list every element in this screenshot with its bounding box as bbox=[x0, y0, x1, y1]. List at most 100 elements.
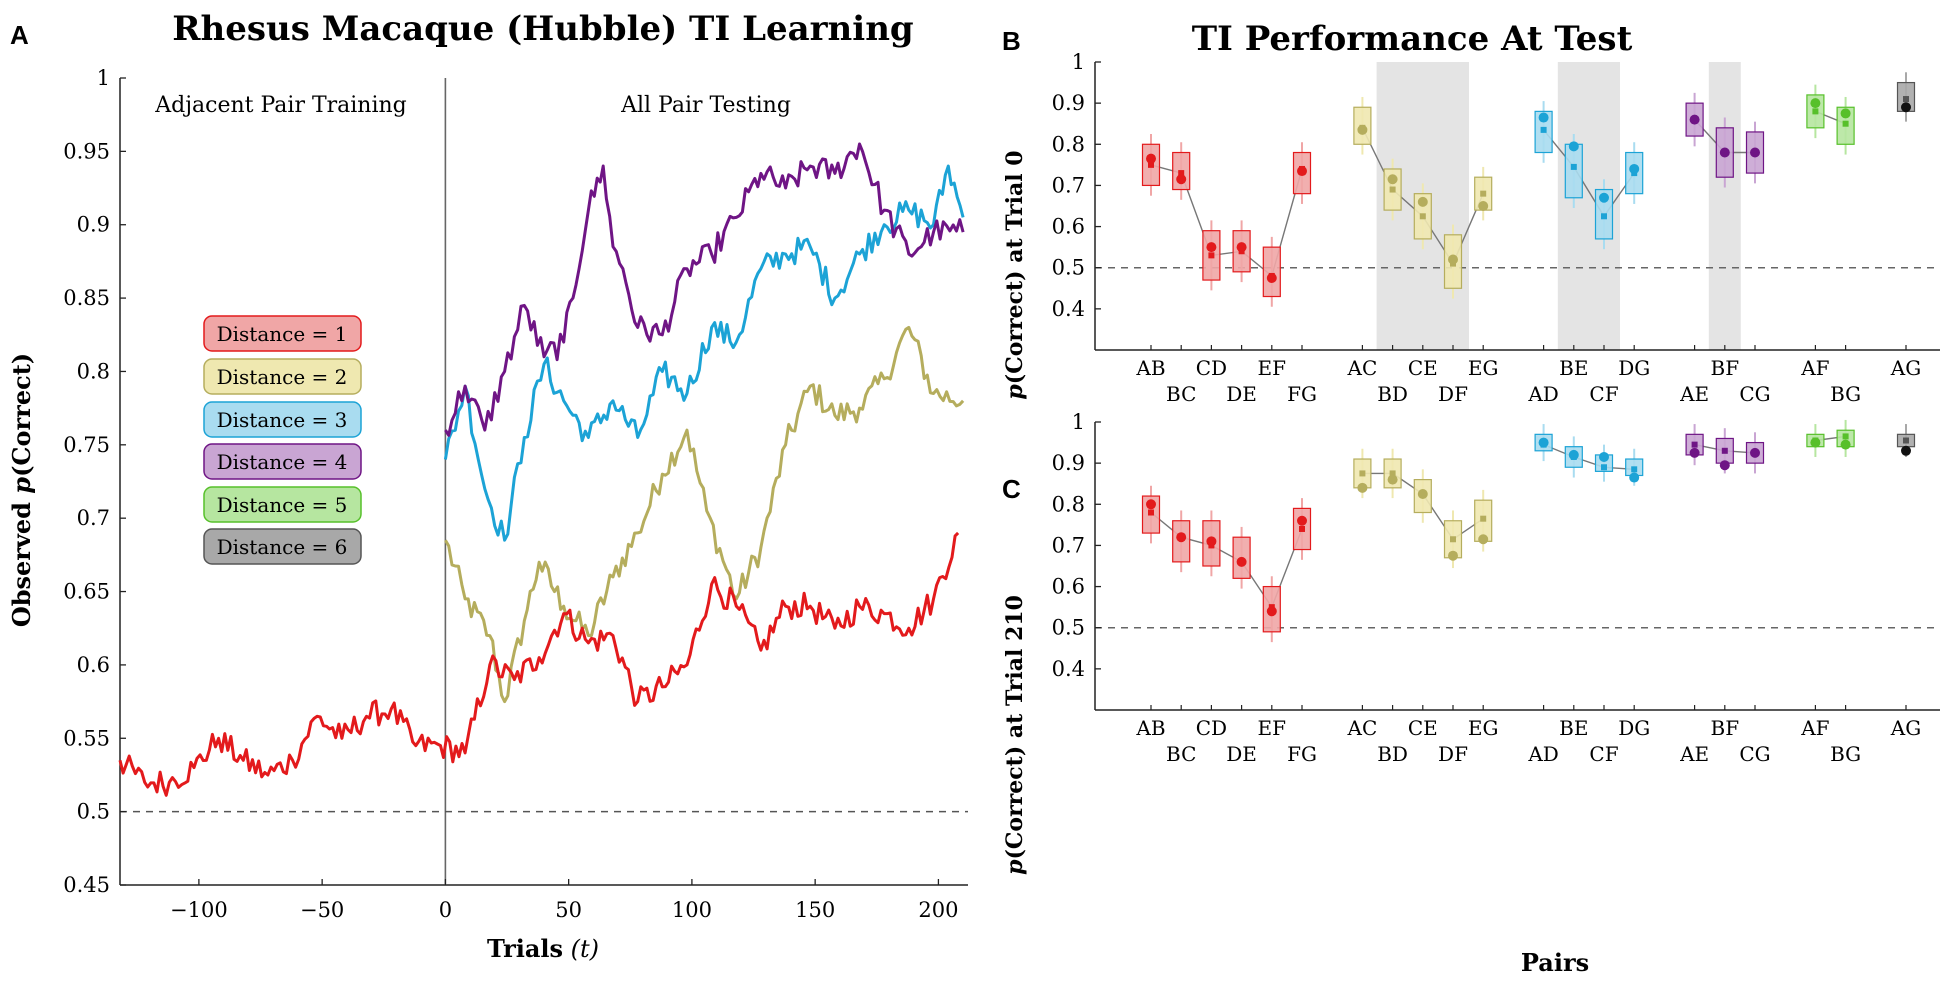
box-ag bbox=[1896, 72, 1916, 122]
panel-b-ylabel: p(Correct) at Trial 0 bbox=[1002, 150, 1028, 399]
x-tick-label: BF bbox=[1711, 716, 1740, 740]
legend-item-d5: Distance = 5 bbox=[203, 486, 362, 523]
x-tick-label: DG bbox=[1618, 356, 1650, 380]
box-ac bbox=[1353, 448, 1372, 499]
x-tick-label: −100 bbox=[170, 898, 228, 922]
y-tick-label: 0.8 bbox=[1052, 132, 1085, 156]
box-be bbox=[1564, 134, 1583, 209]
legend: Distance = 1 Distance = 2 Distance = 3 D… bbox=[203, 315, 362, 565]
x-tick-label: 200 bbox=[918, 898, 958, 922]
x-tick-label: CF bbox=[1589, 742, 1618, 766]
median-marker bbox=[1419, 213, 1426, 220]
observed-point bbox=[1750, 447, 1760, 458]
median-marker bbox=[1903, 96, 1909, 103]
legend-label: Distance = 6 bbox=[217, 535, 348, 559]
observed-point bbox=[1448, 550, 1458, 561]
box-ef bbox=[1262, 576, 1281, 643]
x-tick-label: BC bbox=[1166, 742, 1196, 766]
legend-item-d4: Distance = 4 bbox=[203, 443, 362, 480]
x-tick-label: BE bbox=[1559, 716, 1588, 740]
panel-b: B TI Performance At Test 0.4 0.5 0.6 0.7 0.8… bbox=[1002, 19, 1940, 406]
x-tick-label: FG bbox=[1287, 742, 1317, 766]
median-marker bbox=[1631, 466, 1638, 473]
y-tick-label: 0.5 bbox=[1052, 616, 1085, 640]
observed-point bbox=[1176, 174, 1187, 185]
box-ce bbox=[1413, 469, 1432, 523]
y-tick-label: 0.4 bbox=[1052, 297, 1085, 321]
y-tick-label: 0.7 bbox=[1052, 533, 1085, 557]
legend-swatch bbox=[203, 443, 362, 480]
x-tick-label: EF bbox=[1258, 356, 1287, 380]
observed-point bbox=[1810, 437, 1821, 448]
median-marker bbox=[1389, 186, 1396, 193]
y-tick-label: 0.55 bbox=[63, 726, 110, 750]
y-tick-label: 0.6 bbox=[1052, 215, 1085, 239]
phase-label-training: Adjacent Pair Training bbox=[154, 93, 407, 118]
panel-b-boxes bbox=[1141, 72, 1916, 307]
y-tick-label: 0.5 bbox=[77, 800, 110, 824]
panel-a-plot-area bbox=[119, 78, 968, 886]
observed-point bbox=[1297, 515, 1307, 526]
x-tick-label: 150 bbox=[795, 898, 835, 922]
x-tick-label: FG bbox=[1287, 382, 1317, 406]
x-tick-label: CG bbox=[1739, 742, 1770, 766]
box-bg bbox=[1836, 96, 1855, 155]
x-tick-label: AG bbox=[1890, 716, 1921, 740]
x-tick-label: −50 bbox=[300, 898, 344, 922]
y-tick-label: 0.45 bbox=[63, 873, 110, 897]
observed-point bbox=[1206, 536, 1217, 547]
box-bg bbox=[1836, 419, 1855, 457]
box-ef bbox=[1262, 236, 1281, 307]
box-ae bbox=[1685, 92, 1704, 147]
median-marker bbox=[1691, 441, 1698, 448]
median-connector bbox=[1543, 443, 1635, 470]
y-tick-label: 0.4 bbox=[1052, 657, 1085, 681]
x-tick-label: DE bbox=[1226, 742, 1257, 766]
legend-label: Distance = 5 bbox=[217, 493, 348, 517]
x-tick-label: AD bbox=[1527, 742, 1558, 766]
observed-point bbox=[1236, 556, 1247, 567]
panel-c: C 0.40.50.60.70.80.91ABBCCDDEEFFGACBDCED… bbox=[1002, 410, 1940, 977]
box-ac bbox=[1353, 96, 1372, 155]
median-connector bbox=[1543, 129, 1635, 218]
x-tick-label: DF bbox=[1438, 742, 1468, 766]
observed-point bbox=[1146, 153, 1156, 164]
y-tick-label: 0.5 bbox=[1052, 256, 1085, 280]
x-tick-label: BG bbox=[1830, 382, 1861, 406]
box-cg bbox=[1745, 121, 1765, 184]
box-fg bbox=[1292, 498, 1312, 560]
box-ad bbox=[1534, 101, 1553, 163]
box-eg bbox=[1474, 166, 1493, 221]
legend-swatch bbox=[203, 401, 362, 438]
median-marker bbox=[1480, 190, 1487, 197]
observed-point bbox=[1417, 196, 1428, 207]
y-tick-label: 1 bbox=[1072, 50, 1085, 74]
x-tick-label: BE bbox=[1559, 356, 1588, 380]
x-tick-label: AF bbox=[1800, 356, 1829, 380]
y-tick-label: 1 bbox=[1072, 410, 1085, 434]
box-body bbox=[1262, 246, 1281, 298]
box-bf bbox=[1715, 428, 1734, 474]
series-line-distance-3 bbox=[443, 164, 965, 542]
median-marker bbox=[1450, 536, 1456, 543]
box-eg bbox=[1474, 489, 1493, 552]
x-tick-label: EG bbox=[1468, 356, 1499, 380]
box-ae bbox=[1685, 424, 1704, 466]
x-tick-label: CF bbox=[1589, 382, 1618, 406]
box-ab bbox=[1141, 134, 1161, 196]
median-marker bbox=[1540, 126, 1547, 133]
legend-item-d3: Distance = 3 bbox=[203, 401, 362, 438]
panel-label-b: B bbox=[1002, 26, 1021, 56]
observed-point bbox=[1629, 472, 1640, 483]
observed-point bbox=[1417, 489, 1428, 499]
median-marker bbox=[1842, 120, 1849, 127]
legend-item-d1: Distance = 1 bbox=[203, 315, 362, 352]
box-bf bbox=[1715, 117, 1734, 188]
x-tick-label: BG bbox=[1830, 742, 1861, 766]
observed-point bbox=[1901, 102, 1911, 113]
observed-point bbox=[1478, 201, 1489, 211]
observed-point bbox=[1719, 147, 1730, 158]
panel-label-c: C bbox=[1002, 474, 1021, 504]
phase-label-testing: All Pair Testing bbox=[620, 93, 791, 118]
